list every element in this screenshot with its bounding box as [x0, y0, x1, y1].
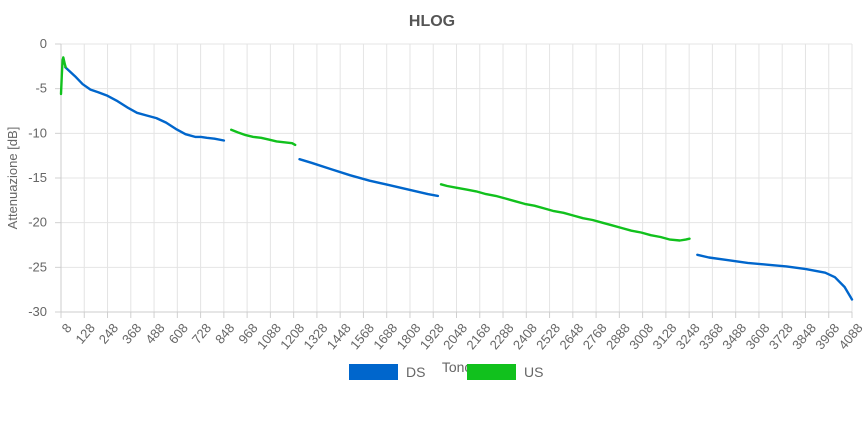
x-tick-label: 1928	[417, 320, 447, 352]
x-tick-label: 2648	[556, 320, 586, 352]
series-ds-line	[64, 65, 226, 142]
x-tick-label: 3368	[696, 320, 726, 352]
x-tick-label: 3488	[719, 320, 749, 352]
x-tick-label: 128	[72, 320, 97, 346]
x-tick-label: 368	[119, 320, 144, 346]
series-ds-line	[298, 157, 440, 198]
legend-swatch-us	[467, 364, 516, 380]
legend-swatch-ds	[349, 364, 398, 380]
x-tick-label: 2048	[440, 320, 470, 352]
x-tick-label: 2888	[603, 320, 633, 352]
series-lines	[59, 56, 854, 301]
series-us-line	[59, 56, 67, 96]
series-us-line	[439, 183, 691, 242]
y-tick-label: -20	[28, 215, 47, 230]
x-tick-label: 3728	[766, 320, 796, 352]
x-tick-label: 2768	[580, 320, 610, 352]
x-tick-label: 2288	[487, 320, 517, 352]
x-tick-label: 3848	[789, 320, 819, 352]
x-tick-label: 1688	[370, 320, 400, 352]
x-tick-label: 1328	[300, 320, 330, 352]
y-axis-label: Attenuazione [dB]	[5, 127, 20, 230]
x-tick-label: 1088	[254, 320, 284, 352]
x-tick-label: 2528	[533, 320, 563, 352]
x-tick-label: 3128	[649, 320, 679, 352]
series-us-line	[229, 128, 297, 147]
x-tick-label: 4088	[836, 320, 864, 352]
x-tick-label: 2408	[510, 320, 540, 352]
y-tick-label: -5	[35, 81, 47, 96]
x-tick-label: 848	[212, 320, 237, 346]
y-tick-label: -25	[28, 259, 47, 274]
chart-title: HLOG	[409, 13, 455, 30]
legend-label-us: US	[524, 364, 543, 380]
x-tick-label: 248	[96, 320, 121, 346]
x-tick-label: 1448	[324, 320, 354, 352]
x-tick-label: 488	[142, 320, 167, 346]
x-tick-label: 3608	[743, 320, 773, 352]
grid	[60, 43, 853, 313]
x-tick-label: 1208	[277, 320, 307, 352]
x-tick-label: 2168	[463, 320, 493, 352]
x-tick-label: 8	[59, 320, 75, 335]
x-tick-label: 1568	[347, 320, 377, 352]
y-tick-label: 0	[40, 36, 47, 51]
legend-label-ds: DS	[406, 364, 425, 380]
x-tick-label: 728	[189, 320, 214, 346]
y-tick-label: -10	[28, 125, 47, 140]
series-ds-line	[696, 253, 854, 301]
x-tick-label: 1808	[394, 320, 424, 352]
legend: DS US	[349, 364, 543, 380]
x-tick-label: 3248	[673, 320, 703, 352]
y-tick-label: -15	[28, 170, 47, 185]
y-tick-label: -30	[28, 304, 47, 319]
x-tick-label: 608	[166, 320, 191, 346]
x-tick-label: 3008	[626, 320, 656, 352]
x-axis-label: Tono	[442, 359, 473, 375]
x-tick-label: 3968	[812, 320, 842, 352]
